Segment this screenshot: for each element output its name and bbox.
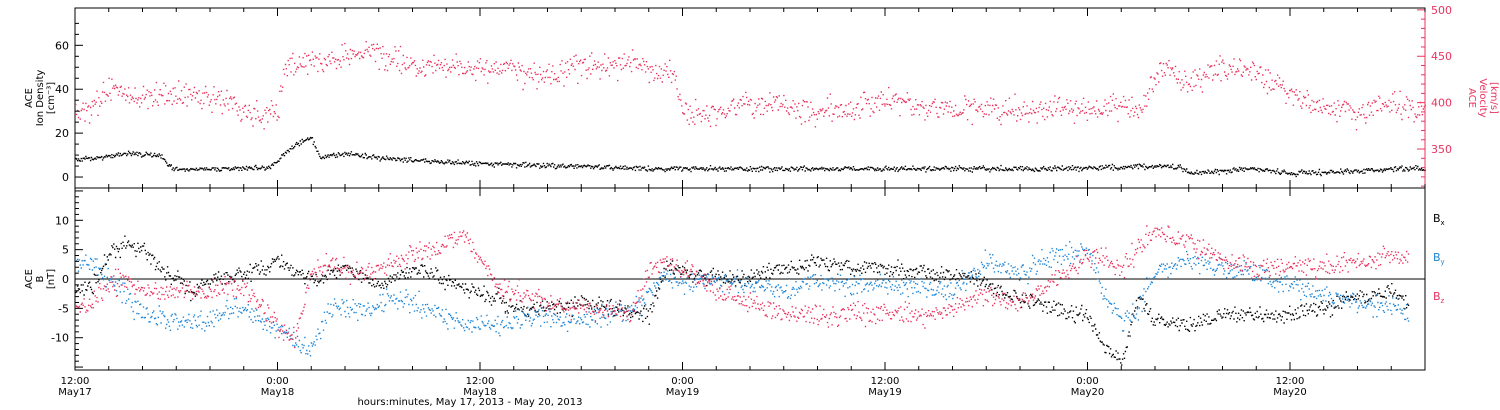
density-tick-label: 0 [62,171,69,184]
series-points [75,136,1426,178]
b-tick-label: 5 [62,244,69,257]
b-tick-label: -5 [58,302,69,315]
date-tick-label: May17 [58,387,91,398]
series-bx [75,235,1410,366]
velocity-axis-label-line2: Velocity [1477,78,1488,117]
density-axis-ticks: 0 20 40 60 [55,22,83,184]
density-velocity-panel: 0 20 40 60 350 400 450 500 ACE Ion Density [cm… [24,4,1499,189]
time-axis: 12:00May170:00May1812:00May180:00May1912… [58,8,1426,398]
b-tick-label: 0 [62,273,69,286]
time-tick-label: 0:00 [266,376,288,387]
series-bz [75,225,1410,349]
velocity-axis-label-line1: ACE [1466,88,1477,108]
time-tick-label: 12:00 [871,376,900,387]
legend-bx: Bx [1433,212,1445,227]
velocity-tick-label: 350 [1431,143,1452,156]
date-tick-label: May19 [868,387,901,398]
date-tick-label: May18 [463,387,496,398]
b-axis-ticks: -10 -5 0 5 10 [51,190,83,368]
time-tick-label: 12:00 [466,376,495,387]
legend-bz: Bz [1433,290,1445,305]
time-tick-label: 0:00 [1076,376,1098,387]
magnetic-field-panel: -10 -5 0 5 10 ACE B [nT] Bx By Bz [24,187,1445,371]
density-axis-label-line3: [cm⁻³] [46,82,57,114]
b-tick-label: -10 [51,332,69,345]
date-tick-label: May19 [666,387,699,398]
b-axis-label-line2: B [35,275,46,282]
density-axis-label-line1: ACE [24,88,35,108]
series-by [75,241,1410,357]
date-tick-label: May18 [261,387,294,398]
series-points [75,41,1426,131]
series-points [75,225,1410,349]
velocity-axis-label-line3: [km/s] [1488,82,1499,114]
density-tick-label: 20 [55,127,69,140]
time-tick-label: 0:00 [671,376,693,387]
velocity-tick-label: 450 [1431,50,1452,63]
series-points [75,235,1410,366]
series-points [75,241,1410,357]
legend-by: By [1433,251,1445,266]
b-axis-label-line1: ACE [24,269,35,289]
velocity-tick-label: 400 [1431,97,1452,110]
date-tick-label: May20 [1071,387,1104,398]
time-tick-label: 12:00 [61,376,90,387]
top-panel-data [75,41,1426,178]
b-tick-label: 10 [55,214,69,227]
velocity-tick-label: 500 [1431,4,1452,17]
velocity-axis-ticks: 350 400 450 500 [1417,4,1452,188]
bottom-panel-data [75,225,1410,366]
b-axis-label-line3: [nT] [46,269,57,289]
time-tick-label: 12:00 [1276,376,1305,387]
density-axis-label-line2: Ion Density [35,70,46,127]
density-tick-label: 60 [55,39,69,52]
series-ion-density [75,136,1426,178]
date-tick-label: May20 [1273,387,1306,398]
time-axis-label: hours:minutes, May 17, 2013 - May 20, 20… [357,397,582,408]
series-velocity [75,41,1426,131]
field-legend: Bx By Bz [1433,212,1445,305]
density-tick-label: 40 [55,83,69,96]
